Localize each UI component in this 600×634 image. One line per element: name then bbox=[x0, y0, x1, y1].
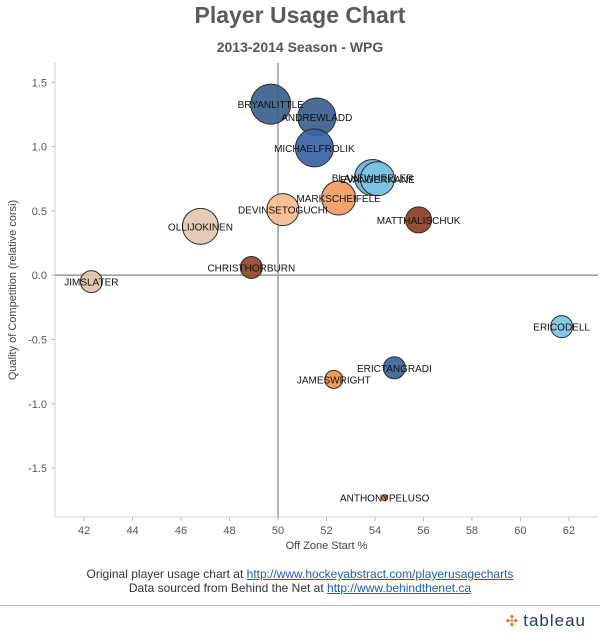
player-label: MATTHALISCHUK bbox=[377, 216, 461, 227]
footer-divider bbox=[0, 605, 600, 606]
y-tick-label: 1.0 bbox=[32, 142, 47, 154]
chart-title: Player Usage Chart bbox=[194, 2, 406, 28]
x-tick-label: 46 bbox=[175, 525, 187, 537]
player-label: ERICODELL bbox=[533, 323, 590, 334]
tableau-logo[interactable]: ✣ tableau bbox=[506, 611, 586, 631]
x-tick-label: 60 bbox=[514, 525, 526, 537]
tableau-mark-icon: ✣ bbox=[505, 613, 520, 630]
x-tick-label: 44 bbox=[126, 525, 138, 537]
player-bubble bbox=[382, 356, 406, 380]
x-tick-label: 50 bbox=[272, 525, 284, 537]
footer-line-2-text: Data sourced from Behind the Net at bbox=[128, 581, 324, 595]
x-tick-label: 52 bbox=[320, 525, 332, 537]
player-bubble bbox=[79, 270, 103, 294]
footer: Original player usage chart at http://ww… bbox=[0, 567, 600, 595]
x-tick-label: 42 bbox=[78, 525, 90, 537]
player-label: EVANDERKANE bbox=[340, 175, 415, 186]
y-tick-label: 0.5 bbox=[32, 206, 47, 218]
player-label: JAMESWRIGHT bbox=[297, 375, 371, 386]
y-tick-label: -1.0 bbox=[28, 399, 47, 411]
footer-line-2: Data sourced from Behind the Net at http… bbox=[0, 581, 600, 595]
player-bubble bbox=[250, 83, 292, 125]
x-tick-label: 58 bbox=[466, 525, 478, 537]
player-bubble bbox=[381, 494, 389, 502]
player-label: OLLIJOKINEN bbox=[168, 222, 233, 233]
footer-line-1-text: Original player usage chart at bbox=[86, 567, 244, 581]
player-label: ANTHONYPELUSO bbox=[340, 494, 430, 505]
player-bubble bbox=[266, 193, 300, 227]
player-bubble bbox=[294, 128, 334, 168]
player-bubble bbox=[321, 180, 357, 216]
player-label: ERICTANGRADI bbox=[357, 364, 432, 375]
scatter-chart: 42 44 46 48 50 52 54 56 58 60 62 1.5 1.0 0.5 0.0 -0.5 -1… bbox=[7, 63, 598, 552]
y-tick-label: 1.5 bbox=[32, 77, 47, 89]
behindthenet-link[interactable]: http://www.behindthenet.ca bbox=[327, 581, 472, 595]
x-tick-label: 48 bbox=[223, 525, 235, 537]
x-axis-title: Off Zone Start % bbox=[286, 540, 368, 552]
player-bubble bbox=[359, 161, 395, 197]
y-tick-label: -0.5 bbox=[28, 335, 47, 347]
player-bubble bbox=[181, 207, 219, 245]
player-label: ANDREWLADD bbox=[281, 113, 352, 124]
player-bubble bbox=[239, 255, 263, 279]
x-tick-label: 54 bbox=[369, 525, 381, 537]
y-tick-label: -1.5 bbox=[28, 463, 47, 475]
player-label: CHRISTHORBURN bbox=[207, 263, 295, 274]
footer-line-1: Original player usage chart at http://ww… bbox=[0, 567, 600, 581]
player-label: BLAKEWHEELER bbox=[332, 173, 414, 184]
x-tick-label: 62 bbox=[563, 525, 575, 537]
player-label: MARKSCHEIFELE bbox=[296, 194, 381, 205]
player-label: MICHAELFROLIK bbox=[274, 144, 355, 155]
hockeyabstract-link[interactable]: http://www.hockeyabstract.com/playerusag… bbox=[246, 567, 514, 581]
player-label: DEVINSETOGUCHI bbox=[238, 206, 328, 217]
player-label: JIMSLATER bbox=[64, 278, 118, 289]
x-tick-label: 56 bbox=[417, 525, 429, 537]
y-tick-label: 0.0 bbox=[32, 270, 47, 282]
y-axis-title: Quality of Competition (relative corsi) bbox=[7, 200, 19, 380]
player-label: BRYANLITTLE bbox=[238, 100, 305, 111]
player-bubble bbox=[405, 206, 433, 234]
player-bubble bbox=[324, 369, 344, 389]
chart-subtitle: 2013-2014 Season - WPG bbox=[216, 39, 384, 55]
player-bubble bbox=[550, 315, 574, 339]
tableau-wordmark: tableau bbox=[523, 611, 586, 630]
